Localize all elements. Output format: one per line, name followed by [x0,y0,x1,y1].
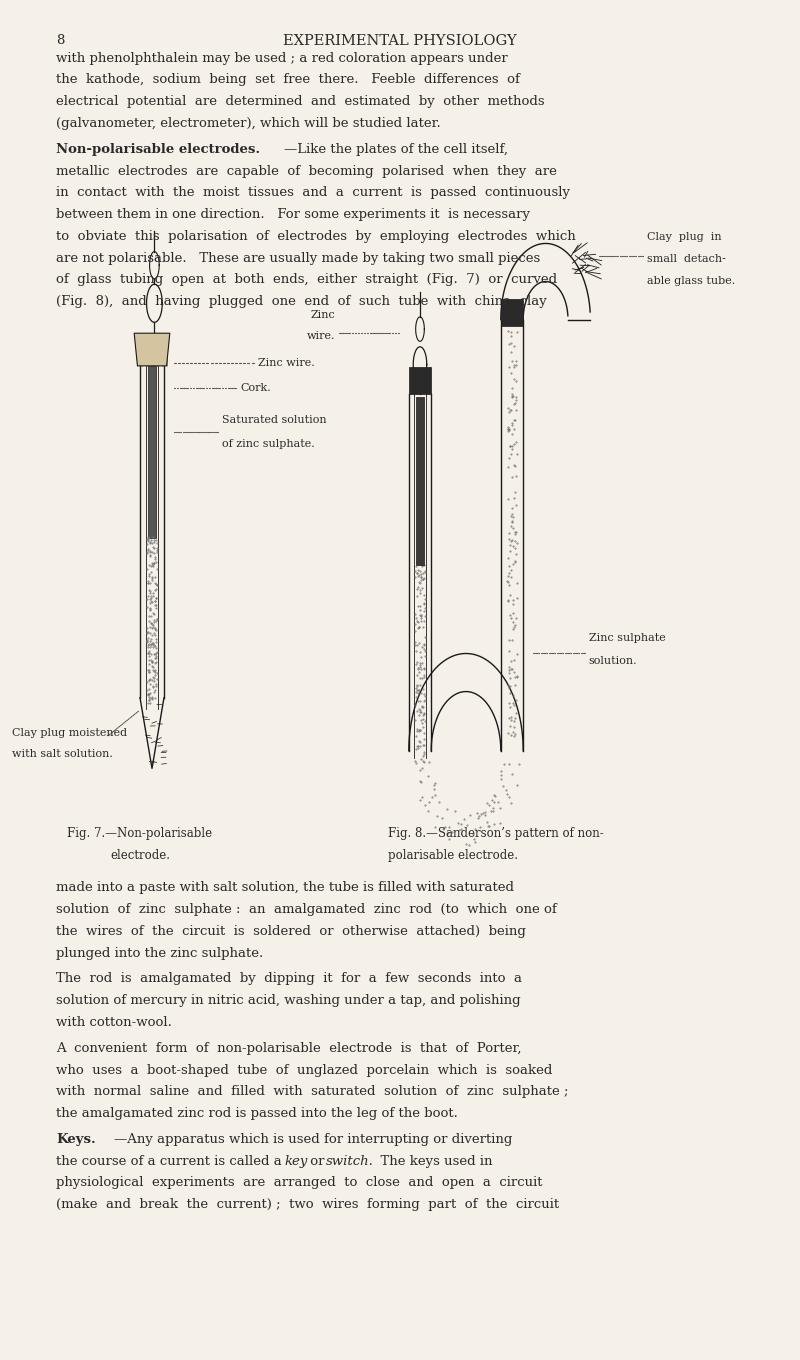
Bar [501,299,523,326]
Text: the  wires  of  the  circuit  is  soldered  or  otherwise  attached)  being: the wires of the circuit is soldered or … [56,925,526,938]
Text: key: key [284,1155,307,1168]
Text: small  detach-: small detach- [647,254,726,264]
Text: Zinc wire.: Zinc wire. [258,358,314,369]
Text: solution.: solution. [589,657,638,666]
Text: electrical  potential  are  determined  and  estimated  by  other  methods: electrical potential are determined and … [56,95,545,109]
Text: between them in one direction.   For some experiments it  is necessary: between them in one direction. For some … [56,208,530,222]
Text: with phenolphthalein may be used ; a red coloration appears under: with phenolphthalein may be used ; a red… [56,52,508,65]
Text: Fig. 7.—Non-polarisable: Fig. 7.—Non-polarisable [67,827,213,840]
Text: able glass tube.: able glass tube. [647,276,735,286]
Text: (make  and  break  the  current) ;  two  wires  forming  part  of  the  circuit: (make and break the current) ; two wires… [56,1198,559,1212]
Text: Clay  plug  in: Clay plug in [647,233,722,242]
Text: (Fig.  8),  and  having  plugged  one  end  of  such  tube  with  china  clay: (Fig. 8), and having plugged one end of … [56,295,546,309]
Text: Non-polarisable electrodes.: Non-polarisable electrodes. [56,143,260,156]
Text: Cork.: Cork. [240,382,270,393]
Text: of zinc sulphate.: of zinc sulphate. [222,439,314,449]
Text: made into a paste with salt solution, the tube is filled with saturated: made into a paste with salt solution, th… [56,881,514,895]
Text: the amalgamated zinc rod is passed into the leg of the boot.: the amalgamated zinc rod is passed into … [56,1107,458,1121]
Text: with  normal  saline  and  filled  with  saturated  solution  of  zinc  sulphate: with normal saline and filled with satur… [56,1085,569,1099]
Text: polarisable electrode.: polarisable electrode. [388,849,518,862]
Text: who  uses  a  boot-shaped  tube  of  unglazed  porcelain  which  is  soaked: who uses a boot-shaped tube of unglazed … [56,1064,552,1077]
Bar [417,397,424,566]
Text: electrode.: electrode. [110,849,170,862]
Text: Clay plug moistened: Clay plug moistened [12,728,127,737]
Text: Zinc: Zinc [310,310,335,320]
Text: the  kathode,  sodium  being  set  free  there.   Feeble  differences  of: the kathode, sodium being set free there… [56,73,520,87]
Text: The  rod  is  amalgamated  by  dipping  it  for  a  few  seconds  into  a: The rod is amalgamated by dipping it for… [56,972,522,986]
Text: Saturated solution: Saturated solution [222,415,326,424]
Text: (galvanometer, electrometer), which will be studied later.: (galvanometer, electrometer), which will… [56,117,441,131]
Text: Fig. 8.—Sanderson’s pattern of non-: Fig. 8.—Sanderson’s pattern of non- [388,827,604,840]
Text: are not polarisable.   These are usually made by taking two small pieces: are not polarisable. These are usually m… [56,252,540,265]
Text: of  glass  tubing  open  at  both  ends,  either  straight  (Fig.  7)  or  curve: of glass tubing open at both ends, eithe… [56,273,557,287]
Text: —Any apparatus which is used for interrupting or diverting: —Any apparatus which is used for interru… [114,1133,513,1146]
Text: physiological  experiments  are  arranged  to  close  and  open  a  circuit: physiological experiments are arranged t… [56,1176,542,1190]
Polygon shape [134,333,170,366]
Text: solution  of  zinc  sulphate :  an  amalgamated  zinc  rod  (to  which  one of: solution of zinc sulphate : an amalgamat… [56,903,557,917]
Text: or: or [306,1155,329,1168]
Text: plunged into the zinc sulphate.: plunged into the zinc sulphate. [56,947,263,960]
Text: —Like the plates of the cell itself,: —Like the plates of the cell itself, [284,143,508,156]
Text: with cotton-wool.: with cotton-wool. [56,1016,172,1030]
Bar [149,366,156,539]
Text: solution of mercury in nitric acid, washing under a tap, and polishing: solution of mercury in nitric acid, wash… [56,994,521,1008]
Text: wire.: wire. [306,332,335,341]
Text: 8: 8 [56,34,64,48]
Text: metallic  electrodes  are  capable  of  becoming  polarised  when  they  are: metallic electrodes are capable of becom… [56,165,557,178]
Text: to  obviate  this  polarisation  of  electrodes  by  employing  electrodes  whic: to obviate this polarisation of electrod… [56,230,576,243]
Text: The keys used in: The keys used in [372,1155,493,1168]
Text: the course of a current is called a: the course of a current is called a [56,1155,286,1168]
Text: in  contact  with  the  moist  tissues  and  a  current  is  passed  continuousl: in contact with the moist tissues and a … [56,186,570,200]
Text: with salt solution.: with salt solution. [12,749,113,759]
Text: Keys.: Keys. [56,1133,96,1146]
Text: switch.: switch. [326,1155,374,1168]
Bar [409,367,431,394]
Text: EXPERIMENTAL PHYSIOLOGY: EXPERIMENTAL PHYSIOLOGY [283,34,517,48]
Text: A  convenient  form  of  non-polarisable  electrode  is  that  of  Porter,: A convenient form of non-polarisable ele… [56,1042,522,1055]
Text: Zinc sulphate: Zinc sulphate [589,634,666,643]
